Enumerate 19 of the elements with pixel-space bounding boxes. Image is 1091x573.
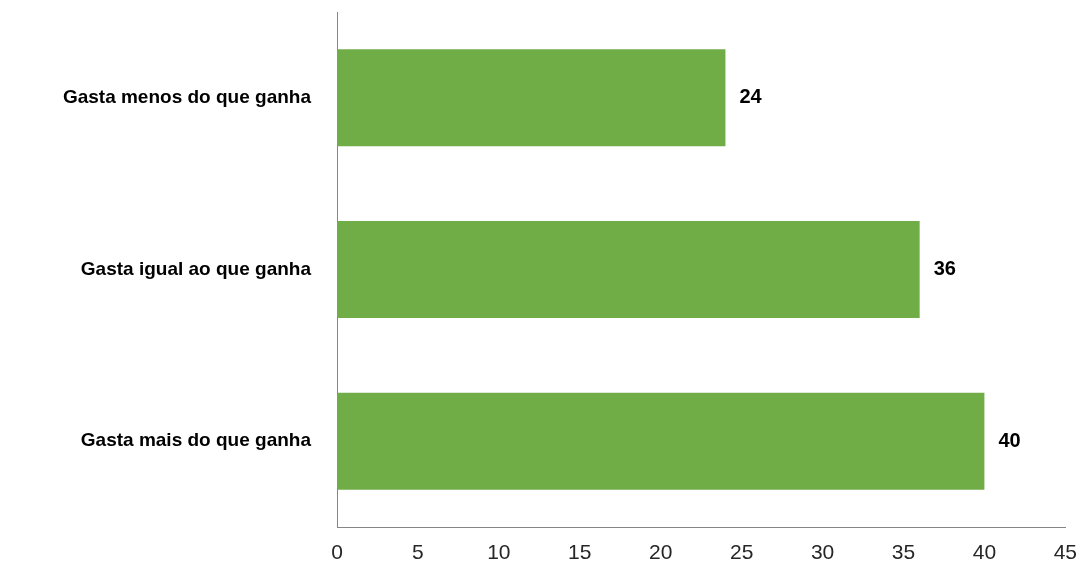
y-tick-label: Gasta menos do que ganha: [62, 86, 312, 108]
x-tick-label: 25: [729, 540, 754, 564]
bar: [337, 49, 726, 147]
x-tick-label: 10: [487, 540, 511, 564]
y-tick-label: Gasta mais do que ganha: [80, 429, 312, 451]
x-tick-label: 20: [649, 540, 673, 564]
x-tick-label: 35: [891, 540, 916, 564]
x-tick-label: 5: [412, 540, 424, 564]
x-tick-label: 45: [1053, 540, 1077, 564]
bar: [337, 221, 920, 318]
x-tick-label: 30: [810, 540, 835, 564]
data-label: 40: [998, 428, 1021, 451]
data-label: 36: [933, 257, 956, 280]
y-tick-label: Gasta igual ao que ganha: [80, 257, 312, 279]
data-label: 24: [739, 85, 763, 108]
bar: [337, 392, 985, 490]
x-tick-label: 15: [568, 540, 592, 564]
x-tick-label: 0: [331, 540, 343, 564]
x-tick-label: 40: [972, 540, 997, 564]
